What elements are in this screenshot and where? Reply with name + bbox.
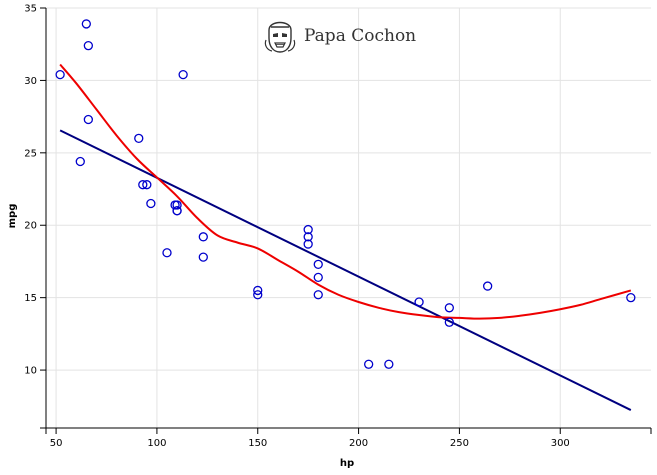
data-point xyxy=(162,248,172,258)
data-point xyxy=(134,133,144,143)
data-point xyxy=(384,359,394,369)
data-point xyxy=(313,259,323,269)
brand-watermark: Papa Cochon xyxy=(264,21,416,53)
data-points xyxy=(55,19,636,369)
grid-lines xyxy=(46,7,651,428)
data-point xyxy=(303,232,313,242)
x-tick-label: 100 xyxy=(147,438,166,449)
data-point xyxy=(138,180,148,190)
axes: 50 100 150 200 250 300 10 15 20 25 30 35 xyxy=(24,4,652,449)
data-point xyxy=(172,206,182,216)
data-point xyxy=(313,272,323,283)
y-tick-label: 20 xyxy=(24,221,37,232)
data-point xyxy=(198,232,208,242)
x-tick-label: 150 xyxy=(248,438,267,449)
y-axis-title: mpg xyxy=(7,204,18,229)
smooth-fit-line xyxy=(59,63,632,320)
linear-fit-line xyxy=(59,129,632,411)
data-point xyxy=(198,252,208,262)
data-point xyxy=(444,303,454,313)
y-tick-label: 30 xyxy=(24,76,37,87)
x-axis-title: hp xyxy=(340,458,354,469)
brand-name: Papa Cochon xyxy=(304,26,416,46)
data-point xyxy=(170,200,180,210)
y-tick-label: 35 xyxy=(24,4,37,15)
x-tick-label: 300 xyxy=(551,438,570,449)
x-tick-label: 50 xyxy=(50,438,63,449)
data-point xyxy=(313,290,323,300)
smooth-fit-path xyxy=(59,63,632,320)
data-point xyxy=(142,180,152,190)
data-point xyxy=(178,69,188,80)
stormtrooper-icon xyxy=(264,21,296,53)
data-point xyxy=(83,114,93,125)
y-tick-label: 25 xyxy=(24,148,37,159)
y-tick-label: 15 xyxy=(24,293,37,304)
data-point xyxy=(253,285,263,296)
data-point xyxy=(146,198,156,209)
data-point xyxy=(303,239,313,249)
data-point xyxy=(75,156,85,167)
data-point xyxy=(81,19,91,29)
data-point xyxy=(626,293,636,303)
data-point xyxy=(303,224,313,235)
data-point xyxy=(414,297,424,307)
linear-fit-path xyxy=(59,129,632,411)
data-point xyxy=(482,281,493,291)
data-point xyxy=(444,317,454,327)
y-tick-label: 10 xyxy=(24,366,37,377)
data-point xyxy=(253,290,263,300)
x-tick-label: 200 xyxy=(349,438,368,449)
data-point xyxy=(83,41,93,51)
x-tick-label: 250 xyxy=(450,438,469,449)
data-point xyxy=(364,359,374,369)
data-point xyxy=(55,69,65,80)
